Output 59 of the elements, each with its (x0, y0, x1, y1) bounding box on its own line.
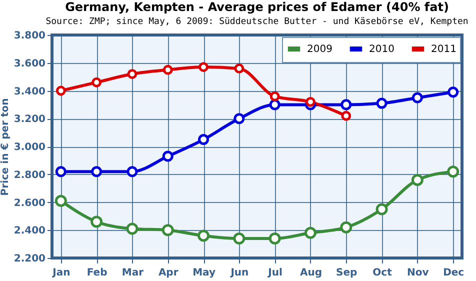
point (234, 113, 245, 124)
chart-title: Germany, Kempten - Average prices of Edamer (40% fat) (65, 0, 449, 14)
y-tick-label: 3.800 (14, 30, 46, 42)
point (448, 86, 459, 98)
point (162, 64, 173, 75)
point (198, 230, 210, 242)
point (127, 69, 138, 79)
y-tick-label: 2.800 (14, 170, 46, 181)
point (126, 222, 138, 235)
point (270, 91, 280, 102)
point (412, 92, 423, 104)
legend-label: 2011 (431, 44, 456, 55)
point (306, 96, 316, 107)
y-tick-label: 3.600 (14, 58, 46, 70)
point (304, 226, 316, 239)
x-tick-label: Jun (230, 268, 249, 278)
point (56, 86, 66, 96)
point (233, 232, 246, 244)
point (376, 203, 388, 216)
point (447, 166, 460, 178)
point (126, 166, 138, 178)
point (340, 221, 352, 234)
point (92, 77, 102, 88)
y-axis-title: Price in € per ton (0, 98, 11, 196)
x-tick-label: Feb (86, 268, 108, 278)
point (234, 64, 244, 74)
y-tick-label: 3.200 (14, 114, 46, 126)
x-tick-label: Nov (407, 268, 430, 278)
chart-subtitle: Source: ZMP; since May, 6 2009: Süddeutsche Butter - und Käsebörse eV, Kempten (46, 17, 468, 27)
point (268, 232, 281, 244)
point (198, 134, 210, 146)
point (91, 166, 102, 178)
point (269, 99, 280, 110)
point (341, 110, 352, 121)
y-tick-label: 2.600 (14, 198, 46, 209)
x-tick-label: Apr (158, 268, 178, 278)
point (162, 150, 174, 162)
x-tick-label: Jul (267, 268, 282, 278)
point (411, 174, 424, 186)
y-tick-label: 3.400 (14, 86, 46, 98)
legend-label: 2010 (369, 44, 394, 55)
point (54, 194, 67, 207)
legend-label: 2009 (307, 44, 332, 55)
x-tick-label: Aug (300, 268, 322, 278)
x-tick-label: May (192, 268, 216, 278)
x-tick-label: Oct (372, 268, 392, 278)
x-tick-label: Dec (443, 268, 464, 278)
y-tick-label: 2.400 (14, 226, 46, 237)
point (340, 99, 352, 110)
point (198, 62, 208, 72)
y-tick-label: 3.000 (14, 142, 46, 153)
point (55, 166, 66, 178)
point (90, 216, 103, 228)
x-tick-label: Mar (122, 268, 144, 278)
x-tick-label: Jan (52, 268, 70, 278)
x-tick-label: Sep (336, 268, 358, 278)
point (162, 224, 174, 236)
y-tick-label: 2.200 (14, 254, 46, 264)
point (376, 98, 388, 109)
